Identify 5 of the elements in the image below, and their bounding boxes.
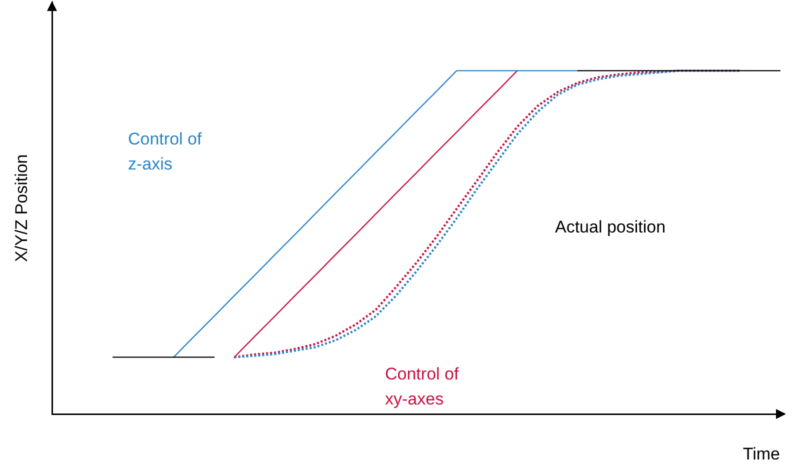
text: Control of xy-axes	[385, 364, 459, 409]
text: Control of z-axis	[128, 130, 202, 174]
y-axis-title: X/Y/Z Position	[12, 154, 31, 262]
x-axis-title: Time	[742, 444, 780, 464]
annotation: Actual position	[555, 218, 666, 237]
